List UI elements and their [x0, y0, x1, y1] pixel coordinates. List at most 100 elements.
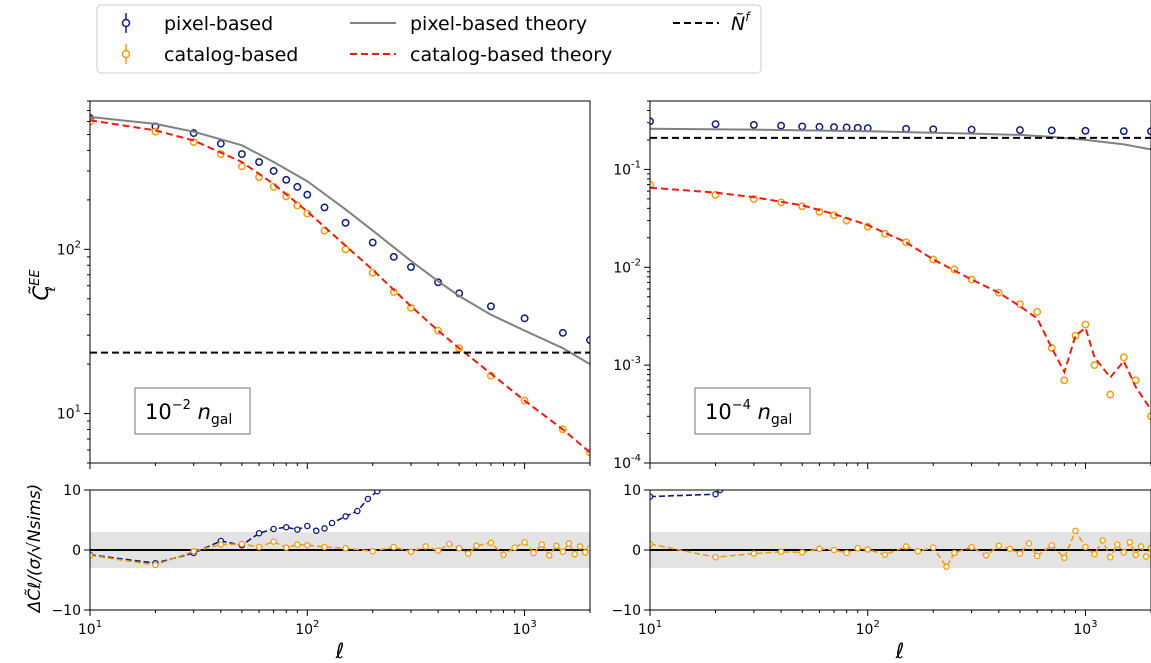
- point-pixel-based: [777, 121, 786, 130]
- residual-point-catalog-based: [1126, 538, 1134, 546]
- y-tick-label: 10: [63, 483, 81, 499]
- residual-point-catalog-based: [1107, 553, 1114, 561]
- y-tick-label: 10-4: [613, 453, 641, 472]
- residual-point-catalog-based: [487, 539, 495, 547]
- y-tick-label: 10-1: [613, 159, 641, 178]
- residual-point-catalog-based: [521, 538, 528, 546]
- residual-point-catalog-based: [930, 544, 937, 551]
- residual-point-catalog-based: [968, 543, 975, 551]
- y-tick-label: 102: [57, 239, 81, 258]
- residual-point-catalog-based: [445, 540, 453, 548]
- residual-point-catalog-based: [586, 544, 590, 552]
- legend: pixel-based catalog-based pixel-based th…: [96, 4, 762, 74]
- residual-point-catalog-based: [1082, 543, 1089, 551]
- residual-point-catalog-based: [434, 547, 442, 554]
- residual-point-catalog-based: [1114, 541, 1121, 548]
- plot-area: [650, 490, 1151, 571]
- residual-point-catalog-based: [553, 542, 560, 550]
- legend-frame: [96, 4, 762, 74]
- point-pixel-based: [1081, 126, 1090, 135]
- residual-point-catalog-based: [1137, 543, 1145, 550]
- x-tick-label: 103: [1073, 619, 1097, 638]
- legend-label-pixel-theory: pixel-based theory: [410, 13, 587, 35]
- point-pixel-based: [853, 123, 862, 132]
- residual-point-catalog-based: [369, 547, 376, 555]
- residual-point-catalog-based: [995, 542, 1003, 550]
- point-pixel-based: [967, 125, 976, 134]
- legend-entry-pixel: pixel-based: [121, 13, 273, 35]
- residual-point-catalog-based: [390, 543, 398, 551]
- residual-point-catalog-based: [712, 553, 719, 561]
- plot-area: [90, 114, 590, 457]
- x-tick-label: 102: [856, 619, 880, 638]
- x-tick-label: 101: [638, 619, 662, 638]
- residual-point-catalog-based: [152, 561, 159, 569]
- point-pixel-based: [1015, 126, 1024, 135]
- residual-point-pixel-based: [321, 525, 328, 532]
- residual-point-catalog-based: [464, 550, 472, 557]
- point-pixel-based: [650, 117, 654, 126]
- legend-entry-catalog-theory: catalog-based theory: [350, 44, 612, 66]
- residual-point-catalog-based: [321, 543, 328, 551]
- density-annotation-box: [134, 387, 251, 435]
- y-axis-label-top: C̃EEℓ: [28, 269, 59, 301]
- y-tick-label: 0: [632, 543, 641, 559]
- residual-line-pixel-based: [650, 490, 721, 498]
- residual-point-catalog-based: [951, 549, 958, 557]
- legend-entry-pixel-theory: pixel-based theory: [350, 13, 587, 35]
- point-pixel-based: [407, 263, 415, 271]
- svg-text:ΔC̃ℓ/(σ/√Nsims): ΔC̃ℓ/(σ/√Nsims): [24, 484, 45, 615]
- point-pixel-based: [216, 139, 225, 148]
- residual-point-pixel-based: [282, 523, 290, 531]
- point-pixel-based: [293, 182, 302, 191]
- point-pixel-based: [842, 123, 851, 132]
- residual-point-catalog-based: [777, 548, 785, 556]
- legend-label-catalog-theory: catalog-based theory: [410, 44, 612, 66]
- point-catalog-based: [1060, 376, 1069, 385]
- y-axis-label-bottom: ΔC̃ℓ/(σ/√Nsims): [24, 484, 45, 615]
- density-annotation: 10−4 ngal: [705, 398, 792, 428]
- legend-marker-pixel: [121, 18, 131, 28]
- series-catalog-based-theory: [90, 119, 590, 454]
- y-tick-label: 0: [72, 543, 81, 559]
- density-annotation: 10−2 ngal: [145, 398, 232, 428]
- point-catalog-based: [293, 201, 302, 210]
- residual-point-catalog-based: [982, 552, 990, 559]
- residual-point-catalog-based: [217, 541, 225, 548]
- x-axis-label-right: ℓ: [895, 639, 905, 663]
- point-pixel-based: [320, 203, 329, 212]
- point-pixel-based: [749, 120, 758, 129]
- density-annotation-box: [694, 387, 811, 435]
- point-pixel-based: [486, 302, 495, 311]
- series-pixel-based-theory: [90, 115, 590, 365]
- residual-point-catalog-based: [455, 544, 463, 552]
- residual-point-catalog-based: [843, 549, 850, 557]
- residual-point-catalog-based: [407, 548, 415, 556]
- point-pixel-based: [815, 122, 824, 131]
- residual-point-catalog-based: [304, 541, 311, 549]
- residual-point-catalog-based: [1006, 545, 1014, 553]
- residual-point-catalog-based: [538, 541, 546, 548]
- point-pixel-based: [520, 314, 529, 323]
- point-pixel-based: [830, 123, 838, 132]
- point-pixel-based: [368, 238, 377, 247]
- y-tick-label: 101: [57, 404, 81, 423]
- residual-point-catalog-based: [1033, 552, 1041, 560]
- residual-point-catalog-based: [1147, 544, 1151, 551]
- residual-point-catalog-based: [1142, 553, 1150, 560]
- panel-bottom-left: 101 102 103 10 0 −10: [51, 483, 591, 638]
- residual-point-catalog-based: [1132, 551, 1139, 559]
- residual-point-catalog-based: [294, 541, 301, 548]
- x-tick-label: 101: [78, 619, 102, 638]
- x-tick-label: 103: [512, 619, 536, 638]
- residual-point-catalog-based: [1091, 550, 1098, 558]
- residual-point-pixel-based: [342, 513, 349, 520]
- point-catalog-based: [1119, 353, 1128, 362]
- point-pixel-based: [558, 328, 567, 337]
- plot-area: [90, 490, 590, 569]
- residual-point-catalog-based: [422, 543, 429, 550]
- point-pixel-based: [902, 124, 911, 133]
- residual-point-pixel-based: [364, 495, 372, 503]
- point-catalog-based: [1090, 361, 1099, 370]
